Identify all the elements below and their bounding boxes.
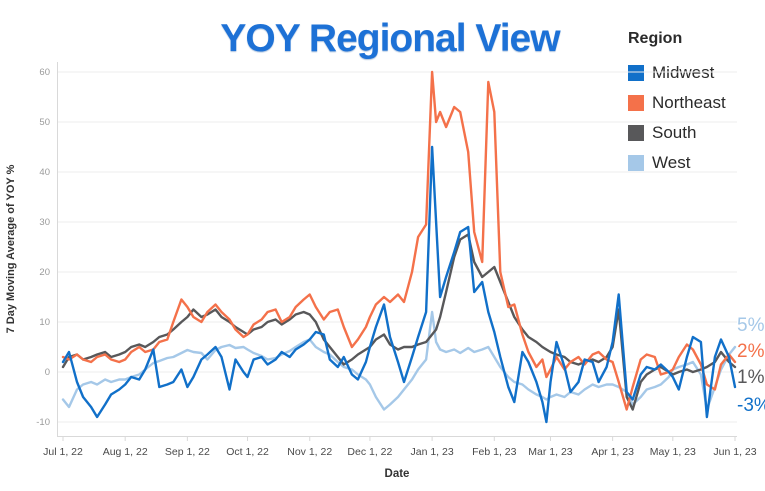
series-line-northeast[interactable]: [61, 70, 737, 411]
x-tick-label: Mar 1, 23: [528, 446, 573, 458]
west-swatch-icon: [628, 155, 644, 171]
legend: Region Midwest Northeast South West: [628, 30, 763, 178]
y-tick-label: 60: [39, 67, 50, 78]
x-tick-label: Jun 1, 23: [713, 446, 756, 458]
chart-title: YOY Regional View: [220, 17, 560, 60]
legend-item-south[interactable]: South: [628, 118, 763, 148]
series-end-label-west: 5%: [737, 315, 765, 336]
y-tick-label: 50: [39, 117, 50, 128]
legend-item-label: South: [652, 123, 697, 142]
line-chart-plot[interactable]: 60 50 40 30 20 10 0 -10 Jul 1, 22 Aug 1, 22 Sep 1,…: [0, 0, 765, 465]
midwest-swatch-icon: [628, 65, 644, 81]
legend-item-label: Northeast: [652, 93, 726, 112]
south-swatch-icon: [628, 125, 644, 141]
series-end-label-northeast: 2%: [737, 341, 765, 362]
x-tick-label: May 1, 23: [650, 446, 696, 458]
x-tick-label: Aug 1, 22: [103, 446, 148, 458]
x-tick-label: Jul 1, 22: [43, 446, 83, 458]
series-end-label-south: 1%: [737, 367, 765, 388]
x-tick-label: Feb 1, 23: [472, 446, 517, 458]
y-tick-label: 0: [45, 367, 50, 378]
legend-item-northeast[interactable]: Northeast: [628, 88, 763, 118]
y-tick-label: -10: [36, 417, 50, 428]
y-tick-label: 40: [39, 167, 50, 178]
series-end-label-midwest: -3%: [737, 395, 765, 416]
x-tick-label: Nov 1, 22: [287, 446, 332, 458]
x-tick-label: Apr 1, 23: [591, 446, 634, 458]
legend-item-label: West: [652, 153, 691, 172]
x-tick-label: Sep 1, 22: [165, 446, 210, 458]
northeast-swatch-icon: [628, 95, 644, 111]
x-tick-label: Jan 1, 23: [410, 446, 453, 458]
x-tick-label: Dec 1, 22: [347, 446, 392, 458]
series-line-midwest[interactable]: [61, 145, 737, 424]
y-tick-label: 30: [39, 217, 50, 228]
x-axis-title: Date: [384, 468, 410, 480]
legend-title: Region: [628, 30, 683, 47]
y-tick-label: 20: [39, 267, 50, 278]
legend-item-west[interactable]: West: [628, 148, 763, 178]
x-tick-label: Oct 1, 22: [226, 446, 269, 458]
y-tick-label: 10: [39, 317, 50, 328]
